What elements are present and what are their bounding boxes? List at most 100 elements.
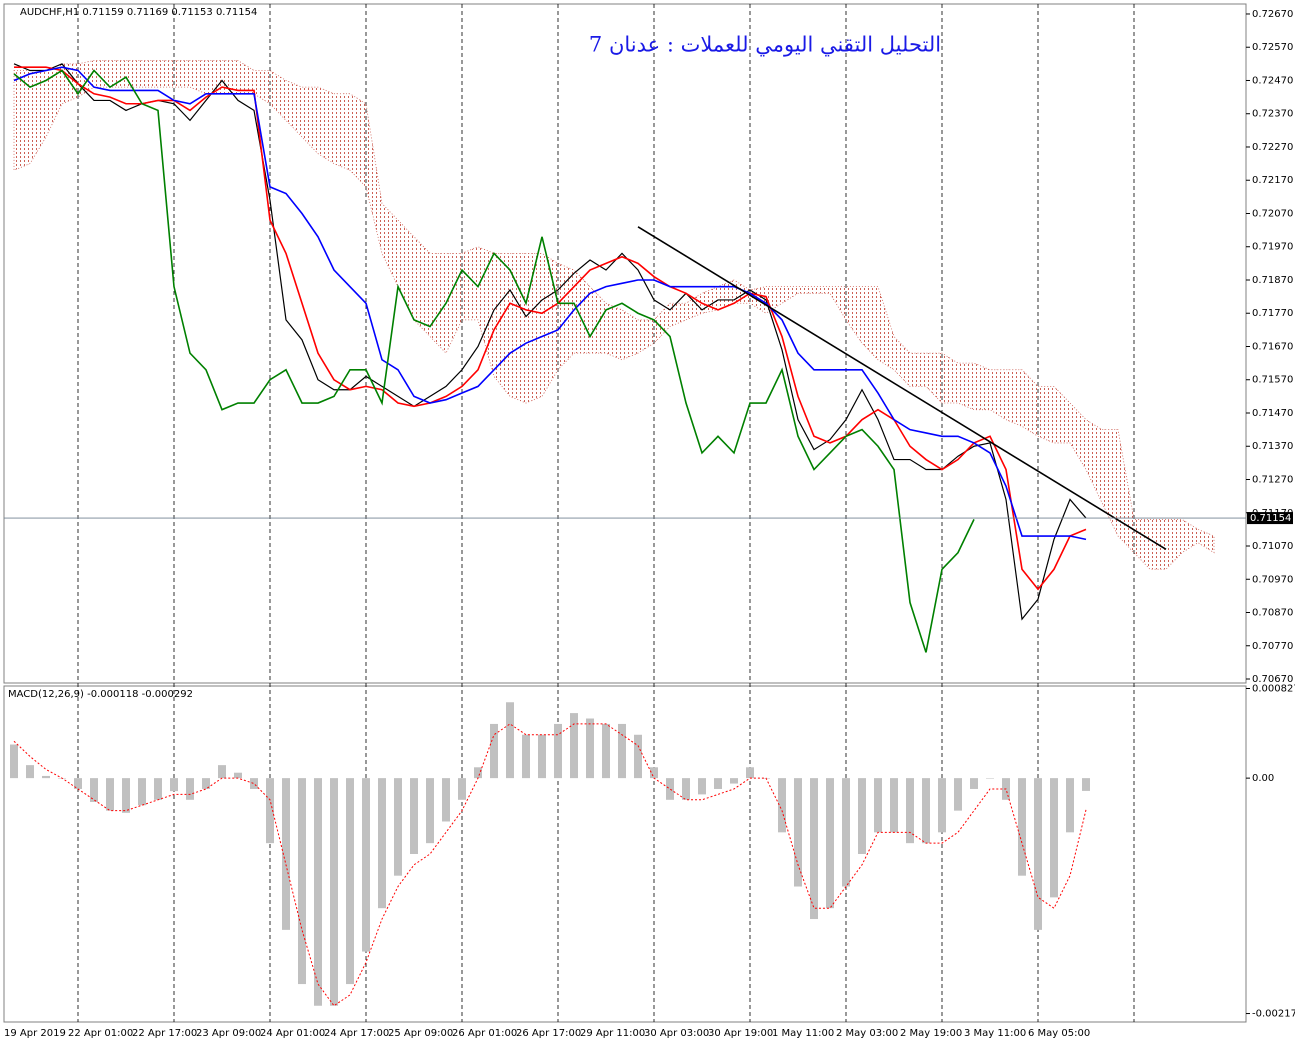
macd-bar xyxy=(218,765,226,779)
macd-bar xyxy=(426,778,434,844)
y-tick-label: 0.71270 xyxy=(1252,474,1293,485)
macd-bar xyxy=(714,778,722,789)
macd-bar xyxy=(938,778,946,833)
y-tick-label: 0.71670 xyxy=(1252,341,1293,352)
x-tick-label: 26 Apr 17:00 xyxy=(516,1028,581,1039)
x-tick-label: 2 May 03:00 xyxy=(836,1028,898,1039)
y-tick-label: 0.72570 xyxy=(1252,42,1293,53)
main-panel xyxy=(3,3,1247,684)
y-tick-label: 0.71470 xyxy=(1252,408,1293,419)
y-tick-label: 0.70870 xyxy=(1252,608,1293,619)
macd-bar xyxy=(186,778,194,800)
x-tick-label: 2 May 19:00 xyxy=(900,1028,962,1039)
x-tick-label: 29 Apr 11:00 xyxy=(580,1028,645,1039)
y-tick-label: 0.71070 xyxy=(1252,541,1293,552)
price-line xyxy=(13,66,1087,541)
x-tick-label: 26 Apr 01:00 xyxy=(452,1028,517,1039)
macd-bar xyxy=(586,718,594,779)
macd-bar xyxy=(394,778,402,876)
macd-bar xyxy=(730,778,738,784)
macd-bar xyxy=(122,778,130,813)
macd-bar xyxy=(778,778,786,833)
macd-bar xyxy=(202,778,210,789)
x-tick-label: 22 Apr 01:00 xyxy=(68,1028,133,1039)
macd-bar xyxy=(554,723,562,779)
y-tick-label: 0.72670 xyxy=(1252,9,1293,20)
x-tick-label: 24 Apr 17:00 xyxy=(324,1028,389,1039)
y-tick-label: 0.70770 xyxy=(1252,641,1293,652)
macd-title: MACD(12,26,9) -0.000118 -0.000292 xyxy=(8,689,193,700)
macd-bar xyxy=(954,778,962,811)
macd-bar xyxy=(490,723,498,779)
macd-bar xyxy=(1034,778,1042,930)
macd-bar xyxy=(250,778,258,789)
macd-bar xyxy=(362,778,370,952)
y-tick-label: 0.71870 xyxy=(1252,275,1293,286)
macd-bar xyxy=(538,734,546,779)
macd-bar xyxy=(698,778,706,795)
price-line xyxy=(13,63,1087,621)
macd-bar xyxy=(1066,778,1074,833)
macd-bar xyxy=(794,778,802,887)
macd-bar xyxy=(234,772,242,779)
macd-bar xyxy=(682,778,690,800)
y-tick-label: 0.72270 xyxy=(1252,142,1293,153)
y-tick-label: 0.72470 xyxy=(1252,75,1293,86)
macd-bar xyxy=(618,723,626,779)
x-tick-label: 19 Apr 2019 xyxy=(4,1028,66,1039)
symbol-info: AUDCHF,H1 0.71159 0.71169 0.71153 0.7115… xyxy=(20,7,257,18)
macd-bar xyxy=(874,778,882,833)
y-tick-label: -0.002172 xyxy=(1252,1009,1295,1020)
macd-bar xyxy=(42,775,50,779)
macd-bar xyxy=(1018,778,1026,876)
y-tick-label: 0.72070 xyxy=(1252,208,1293,219)
y-tick-label: 0.72170 xyxy=(1252,175,1293,186)
macd-bar xyxy=(266,778,274,844)
macd-bar xyxy=(298,778,306,985)
y-tick-label: 0.000827 xyxy=(1252,683,1295,694)
x-tick-label: 24 Apr 01:00 xyxy=(260,1028,325,1039)
y-tick-label: 0.71570 xyxy=(1252,375,1293,386)
macd-bar xyxy=(906,778,914,844)
macd-bar xyxy=(346,778,354,985)
macd-bar xyxy=(842,778,850,887)
y-tick-label: 0.70670 xyxy=(1252,674,1293,685)
macd-bar xyxy=(810,778,818,920)
signal-line xyxy=(13,723,1087,1007)
x-tick-label: 25 Apr 09:00 xyxy=(388,1028,453,1039)
macd-bar xyxy=(474,767,482,779)
y-tick-label: 0.71370 xyxy=(1252,441,1293,452)
x-tick-label: 30 Apr 03:00 xyxy=(644,1028,709,1039)
ichimoku-cloud xyxy=(13,60,1215,570)
macd-bar xyxy=(970,778,978,789)
macd-bar xyxy=(826,778,834,909)
x-tick-label: 3 May 11:00 xyxy=(964,1028,1026,1039)
macd-bar xyxy=(410,778,418,854)
y-tick-label: 0.71770 xyxy=(1252,308,1293,319)
macd-bar xyxy=(506,702,514,779)
y-tick-label: 0.70970 xyxy=(1252,574,1293,585)
macd-bar xyxy=(650,767,658,779)
macd-bar xyxy=(170,778,178,792)
macd-bar xyxy=(10,744,18,779)
x-tick-label: 22 Apr 17:00 xyxy=(132,1028,197,1039)
x-tick-label: 6 May 05:00 xyxy=(1028,1028,1090,1039)
macd-bar xyxy=(634,734,642,779)
macd-bar xyxy=(858,778,866,854)
macd-bar xyxy=(442,778,450,822)
macd-bar xyxy=(74,778,82,789)
y-tick-label: 0.00 xyxy=(1252,773,1274,784)
macd-bar xyxy=(1082,778,1090,791)
price-line xyxy=(13,69,975,653)
macd-bar xyxy=(746,767,754,779)
macd-bar xyxy=(522,734,530,779)
macd-bar xyxy=(282,778,290,930)
macd-bar xyxy=(890,778,898,833)
macd-bar xyxy=(90,778,98,802)
macd-bar xyxy=(26,765,34,779)
x-tick-label: 23 Apr 09:00 xyxy=(196,1028,261,1039)
macd-bar xyxy=(106,778,114,811)
macd-bar xyxy=(986,778,994,779)
